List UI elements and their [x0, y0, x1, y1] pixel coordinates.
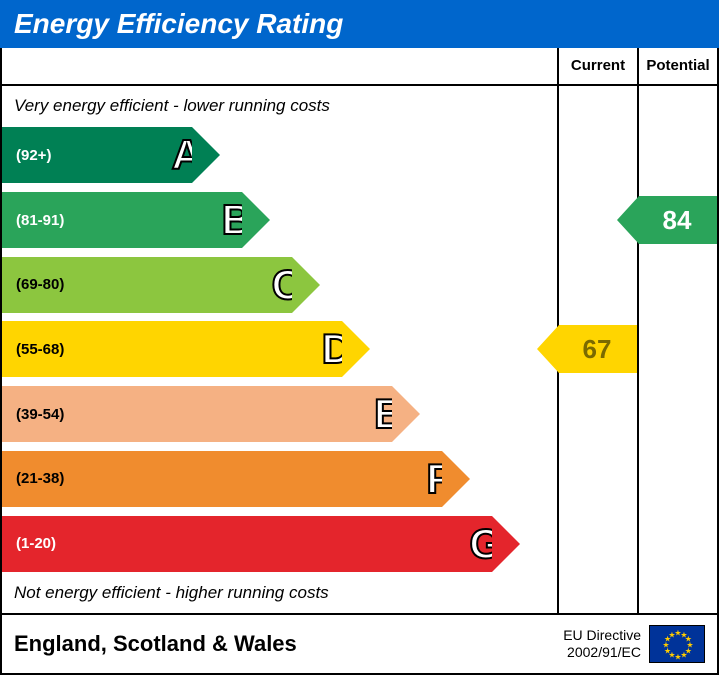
band-range-label: (21-38) — [16, 470, 64, 487]
footer-right: EU Directive 2002/91/EC ★★★★★★★★★★★★ — [563, 625, 705, 663]
band-arrow-tip — [442, 451, 470, 507]
caption-bottom: Not energy efficient - higher running co… — [2, 577, 557, 603]
current-pointer: 67 — [559, 325, 637, 373]
column-header-potential: Potential — [637, 48, 717, 84]
band-bar: (21-38)F — [2, 451, 442, 507]
band-arrow-tip — [242, 192, 270, 248]
caption-top: Very energy efficient - lower running co… — [2, 96, 557, 122]
directive-line2: 2002/91/EC — [563, 644, 641, 661]
band-range-label: (39-54) — [16, 406, 64, 423]
column-header-current: Current — [557, 48, 637, 84]
current-value: 67 — [559, 325, 637, 373]
band-range-label: (92+) — [16, 147, 51, 164]
band-f: (21-38)F — [2, 451, 557, 507]
band-arrow-tip — [192, 127, 220, 183]
band-d: (55-68)D — [2, 321, 557, 377]
eu-star: ★ — [668, 630, 675, 639]
band-range-label: (1-20) — [16, 535, 56, 552]
band-bar: (55-68)D — [2, 321, 342, 377]
current-column: 67 — [557, 86, 637, 613]
bands-container: (92+)A (81-91)B (69-80)C (55-68)D (39-54)E (2… — [2, 122, 557, 577]
band-e: (39-54)E — [2, 386, 557, 442]
eu-flag-icon: ★★★★★★★★★★★★ — [649, 625, 705, 663]
directive-line1: EU Directive — [563, 627, 641, 644]
band-arrow-tip — [342, 321, 370, 377]
band-range-label: (69-80) — [16, 276, 64, 293]
band-bar: (39-54)E — [2, 386, 392, 442]
potential-pointer: 84 — [639, 196, 717, 244]
band-bar: (92+)A — [2, 127, 192, 183]
body-row: Very energy efficient - lower running co… — [2, 86, 717, 615]
pointer-tip — [617, 196, 639, 244]
band-range-label: (55-68) — [16, 341, 64, 358]
band-c: (69-80)C — [2, 257, 557, 313]
band-bar: (1-20)G — [2, 516, 492, 572]
epc-chart: Energy Efficiency Rating Current Potenti… — [0, 0, 719, 675]
band-g: (1-20)G — [2, 516, 557, 572]
header-spacer — [2, 48, 557, 84]
chart-title: Energy Efficiency Rating — [0, 0, 719, 48]
columns-header: Current Potential — [2, 48, 717, 86]
footer-directive: EU Directive 2002/91/EC — [563, 627, 641, 661]
footer: England, Scotland & Wales EU Directive 2… — [2, 615, 717, 673]
band-arrow-tip — [292, 257, 320, 313]
bands-column: Very energy efficient - lower running co… — [2, 86, 557, 613]
band-b: (81-91)B — [2, 192, 557, 248]
pointer-tip — [537, 325, 559, 373]
footer-region: England, Scotland & Wales — [14, 631, 297, 657]
band-range-label: (81-91) — [16, 212, 64, 229]
band-arrow-tip — [492, 516, 520, 572]
band-bar: (69-80)C — [2, 257, 292, 313]
band-arrow-tip — [392, 386, 420, 442]
band-bar: (81-91)B — [2, 192, 242, 248]
band-a: (92+)A — [2, 127, 557, 183]
potential-value: 84 — [639, 196, 717, 244]
potential-column: 84 — [637, 86, 717, 613]
chart-body: Current Potential Very energy efficient … — [0, 48, 719, 675]
